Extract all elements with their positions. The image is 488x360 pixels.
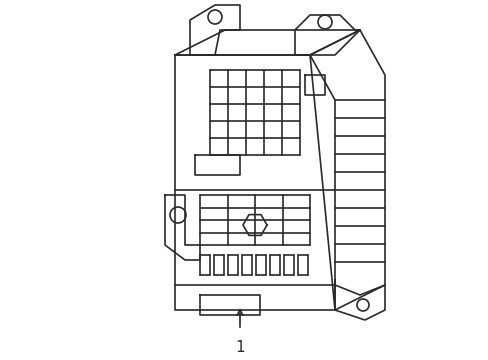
Text: 1: 1 [235,340,244,355]
